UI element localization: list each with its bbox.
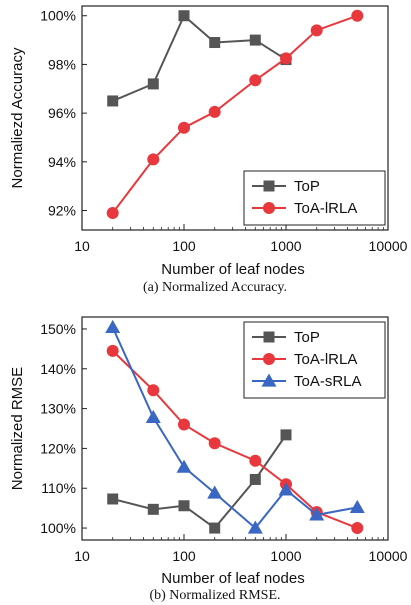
x-tick-label: 100 <box>172 238 196 254</box>
series-line <box>111 14 358 214</box>
data-point <box>106 206 119 219</box>
legend: ToP ToA-lRLA <box>243 170 386 226</box>
data-point <box>178 500 190 512</box>
y-tick-label: 120% <box>40 440 76 456</box>
data-point <box>106 344 119 357</box>
data-point <box>147 153 160 166</box>
y-tick-label: 150% <box>40 321 76 337</box>
data-point <box>147 384 160 397</box>
y-tick-label: 94% <box>48 154 76 170</box>
y-tick-label: 110% <box>41 480 76 496</box>
y-tick-label: 130% <box>40 401 76 417</box>
y-tick-label: 96% <box>48 105 76 121</box>
data-point <box>209 37 221 49</box>
y-tick-label: 92% <box>48 203 76 219</box>
data-point <box>351 9 364 22</box>
series-line <box>112 350 358 529</box>
data-point <box>178 418 190 431</box>
data-point <box>278 482 294 496</box>
legend-marker <box>263 202 275 214</box>
chart-2: 100% 110% 120% 130% 140% 150% 10 100 1000 10000 Nu… <box>9 316 408 603</box>
figure-caption: (b) Normalized RMSE. <box>149 588 280 603</box>
legend: ToP ToA-lRLA ToA-sRLA <box>243 321 386 399</box>
y-tick-label: 140% <box>40 361 76 377</box>
y-axis-label: Normaliezd Accuracy <box>9 47 26 188</box>
x-tick-label: 10000 <box>369 238 408 254</box>
data-point <box>176 459 192 473</box>
legend-label: ToA-lRLA <box>294 200 357 217</box>
legend-label: ToP <box>294 329 320 346</box>
series-ToA-lRLA <box>106 9 364 219</box>
data-point <box>249 34 261 46</box>
x-tick-label: 10 <box>74 548 90 564</box>
plot-frame <box>81 5 389 231</box>
data-point <box>351 522 364 535</box>
data-point <box>310 24 323 37</box>
x-tick-label: 1000 <box>270 238 301 254</box>
legend-label: ToA-sRLA <box>294 373 362 390</box>
plot-frame <box>81 316 389 541</box>
x-tick-label: 10000 <box>369 548 408 564</box>
series-ToP <box>107 10 292 107</box>
series-ToP <box>107 429 292 534</box>
x-axis-label: Number of leaf nodes <box>161 570 304 587</box>
legend-marker <box>263 180 275 192</box>
figure-caption: (a) Normalized Accuracy. <box>143 280 287 295</box>
data-point <box>249 74 262 87</box>
data-point <box>145 409 161 423</box>
data-point <box>208 105 221 118</box>
data-point <box>349 499 365 513</box>
legend-box <box>243 170 386 226</box>
data-point <box>105 319 121 333</box>
series-line <box>112 434 287 530</box>
data-point <box>249 454 262 467</box>
data-point <box>147 78 159 90</box>
x-tick-label: 10 <box>74 238 90 254</box>
data-point <box>207 485 223 499</box>
data-point <box>280 52 292 65</box>
data-point <box>107 493 119 505</box>
y-axis-label: Normalized RMSE <box>9 367 26 490</box>
legend-marker <box>261 373 277 387</box>
y-tick-label: 98% <box>48 56 76 72</box>
legend-label: ToA-lRLA <box>294 351 357 368</box>
x-axis-label: Number of leaf nodes <box>161 261 304 278</box>
y-tick-label: 100% <box>40 8 76 24</box>
legend-marker <box>263 331 275 343</box>
series-line <box>112 14 287 102</box>
y-tick-label: 100% <box>40 520 76 536</box>
data-point <box>249 473 261 485</box>
data-point <box>147 503 159 515</box>
series-ToA-sRLA <box>105 319 365 534</box>
data-point <box>247 520 263 534</box>
data-point <box>209 522 221 534</box>
x-tick-label: 100 <box>172 548 196 564</box>
data-point <box>309 507 325 521</box>
legend-marker <box>263 353 275 365</box>
chart-1: 92% 94% 96% 98% 100% 10 100 1000 10000 Number of … <box>9 5 408 295</box>
data-point <box>178 121 190 134</box>
data-point <box>280 429 292 441</box>
legend-label: ToP <box>294 178 320 195</box>
data-point <box>208 437 221 450</box>
x-tick-label: 1000 <box>270 548 301 564</box>
data-point <box>107 95 119 107</box>
data-point <box>178 10 190 22</box>
series-line <box>111 326 358 530</box>
